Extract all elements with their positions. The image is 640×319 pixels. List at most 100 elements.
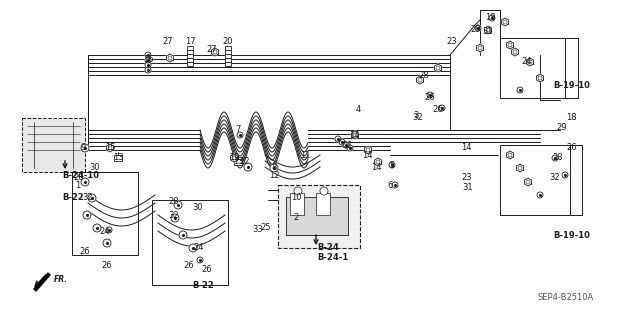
Text: 28: 28 — [419, 70, 429, 79]
Bar — [500, 38, 565, 98]
Text: B-24-1: B-24-1 — [317, 254, 348, 263]
Circle shape — [517, 87, 523, 93]
Text: B-19-10: B-19-10 — [553, 231, 590, 240]
Polygon shape — [516, 164, 524, 172]
Polygon shape — [502, 18, 508, 26]
Circle shape — [83, 211, 91, 219]
Bar — [316, 193, 330, 215]
Circle shape — [562, 172, 568, 178]
Bar — [225, 50, 231, 54]
Text: B-24-10: B-24-10 — [62, 170, 99, 180]
Text: 24: 24 — [100, 227, 110, 236]
Text: 22: 22 — [240, 158, 250, 167]
Text: 11: 11 — [300, 151, 310, 160]
Text: 33: 33 — [253, 226, 264, 234]
Text: 23: 23 — [447, 38, 458, 47]
Bar — [187, 58, 193, 62]
Polygon shape — [166, 54, 173, 62]
Circle shape — [145, 52, 151, 58]
Text: 1: 1 — [76, 181, 81, 189]
Text: 14: 14 — [371, 164, 381, 173]
Text: 31: 31 — [463, 183, 474, 192]
Bar — [290, 193, 304, 215]
Text: 3: 3 — [413, 110, 419, 120]
Text: 8: 8 — [271, 164, 276, 173]
Polygon shape — [484, 26, 492, 34]
Text: 21: 21 — [343, 140, 353, 150]
Text: 19: 19 — [228, 153, 239, 162]
Bar — [187, 54, 193, 58]
Polygon shape — [417, 76, 424, 84]
Circle shape — [244, 163, 252, 171]
Polygon shape — [506, 151, 513, 159]
Circle shape — [189, 244, 197, 252]
Text: 29: 29 — [557, 123, 567, 132]
Polygon shape — [525, 178, 531, 186]
Polygon shape — [351, 131, 358, 139]
Text: 13: 13 — [233, 158, 243, 167]
Text: 14: 14 — [362, 151, 372, 160]
Circle shape — [339, 139, 345, 145]
Text: 30: 30 — [90, 164, 100, 173]
Bar — [225, 54, 231, 58]
Bar — [114, 155, 122, 161]
Text: 27: 27 — [163, 38, 173, 47]
Bar — [22, 118, 85, 172]
Circle shape — [93, 224, 101, 232]
Text: B-22: B-22 — [192, 280, 214, 290]
Circle shape — [392, 182, 398, 188]
Text: 28: 28 — [553, 153, 563, 162]
Text: 10: 10 — [291, 194, 301, 203]
Polygon shape — [527, 58, 534, 66]
Circle shape — [237, 132, 243, 138]
Bar — [187, 50, 193, 54]
Text: 26: 26 — [102, 261, 112, 270]
Text: 16: 16 — [143, 56, 154, 64]
Text: 30: 30 — [193, 204, 204, 212]
Text: 26: 26 — [425, 93, 435, 102]
Text: 26: 26 — [202, 265, 212, 275]
Bar — [286, 197, 348, 235]
Text: 26: 26 — [80, 248, 90, 256]
Circle shape — [489, 15, 495, 21]
Circle shape — [439, 105, 445, 111]
Text: 32: 32 — [83, 194, 93, 203]
Text: 17: 17 — [185, 38, 195, 47]
Bar — [225, 58, 231, 62]
Circle shape — [347, 145, 353, 151]
Circle shape — [171, 214, 179, 222]
Circle shape — [145, 57, 151, 63]
Circle shape — [475, 25, 481, 31]
Text: FR.: FR. — [54, 276, 68, 285]
Text: 13: 13 — [113, 153, 124, 162]
Text: 23: 23 — [461, 174, 472, 182]
Bar — [187, 46, 193, 50]
Text: SEP4-B2510A: SEP4-B2510A — [538, 293, 595, 302]
Circle shape — [81, 144, 89, 152]
Text: 26: 26 — [566, 144, 577, 152]
Text: 18: 18 — [484, 13, 495, 23]
Text: 20: 20 — [223, 38, 233, 47]
Text: 12: 12 — [269, 170, 279, 180]
Text: B-24: B-24 — [317, 243, 339, 253]
Text: 24: 24 — [522, 57, 532, 66]
Text: 14: 14 — [461, 144, 471, 152]
Circle shape — [103, 239, 111, 247]
Text: 26: 26 — [184, 261, 195, 270]
Circle shape — [81, 178, 89, 186]
Text: 7: 7 — [236, 125, 241, 135]
Bar — [278, 185, 360, 248]
Circle shape — [343, 142, 349, 148]
Text: 6: 6 — [387, 181, 393, 189]
Bar — [187, 62, 193, 66]
Bar — [225, 46, 231, 50]
Text: 25: 25 — [260, 224, 271, 233]
Text: 2: 2 — [293, 213, 299, 222]
Text: 32: 32 — [550, 174, 560, 182]
Text: 28: 28 — [74, 174, 84, 182]
Polygon shape — [536, 74, 543, 82]
Text: 32: 32 — [169, 211, 179, 219]
Circle shape — [145, 62, 151, 68]
Text: 4: 4 — [355, 106, 360, 115]
Text: 26: 26 — [433, 106, 444, 115]
